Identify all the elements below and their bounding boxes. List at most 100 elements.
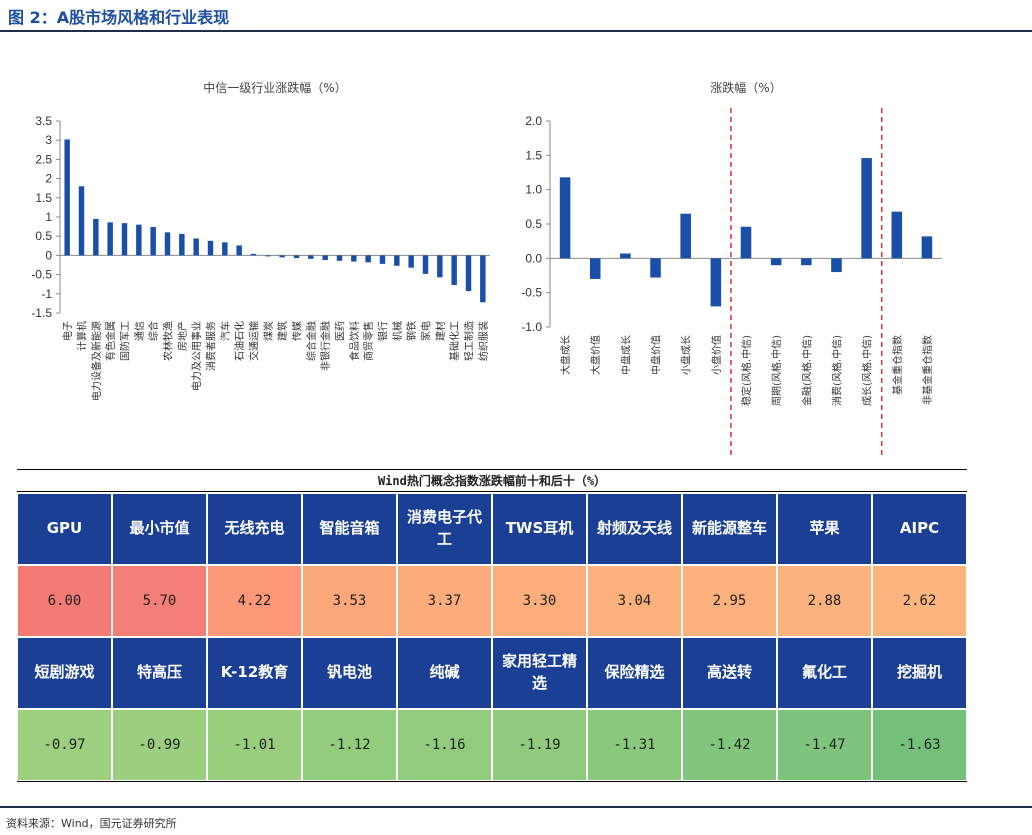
industry-bar-chart: 中信一级行业涨跌幅（%） 3.5 3 2.5 2 1.5 1 0.5 0 -0.5 -1 -1.5 电子… [31, 80, 490, 401]
style-bar-chart: 涨跌幅（%） 2.0 1.5 1.0 0.5 0.0 -0.5 -1.0 大盘成长 大盘价值 中盘成… [521, 80, 942, 458]
x-category-label: 周期(风格.中信) [770, 335, 783, 406]
bar [351, 255, 357, 262]
bar [265, 255, 271, 257]
concept-name-cell: 苹果 [777, 493, 872, 565]
y-tick-label: 2.5 [35, 152, 52, 166]
table-title: Wind热门概念指数涨跌幅前十和后十（%） [377, 474, 607, 488]
bar [365, 255, 371, 263]
x-category-label: 电力及公用事业 [190, 321, 203, 391]
concept-value-cell: 6.00 [17, 565, 112, 637]
bar [193, 238, 199, 256]
concept-name-cell: TWS耳机 [492, 493, 587, 565]
bar [107, 222, 113, 256]
x-category-label: 非基金重仓指数 [921, 335, 934, 405]
bar [422, 255, 429, 274]
y-tick-label: -0.5 [31, 268, 52, 282]
x-category-label: 国防军工 [119, 321, 132, 361]
bar [680, 213, 691, 259]
concept-name-cell: 短剧游戏 [17, 637, 112, 709]
y-tick-label: 3.5 [35, 114, 52, 128]
x-category-label: 有色金属 [104, 321, 117, 361]
x-category-label: 成长(风格.中信) [861, 335, 874, 406]
concept-name-cell: K-12教育 [207, 637, 302, 709]
y-tick-label: 1 [45, 210, 52, 224]
x-category-label: 建筑 [276, 321, 289, 341]
x-category-label: 钢铁 [405, 321, 418, 341]
bar [207, 240, 214, 256]
table-title-rule [17, 491, 967, 492]
concept-value-cell: 2.88 [777, 565, 872, 637]
concept-name-cell: 智能音箱 [302, 493, 397, 565]
x-category-label: 交通运输 [248, 321, 261, 361]
bar [150, 226, 156, 256]
x-category-label: 机械 [391, 321, 404, 341]
y-tick-label: -1 [41, 287, 52, 301]
bar [64, 139, 70, 256]
y-tick-label: 0.0 [525, 251, 542, 265]
concept-name-cell: 保险精选 [587, 637, 682, 709]
x-category-label: 传媒 [292, 321, 304, 341]
bar [394, 255, 400, 266]
source-note: 资料来源：Wind，国元证券研究所 [6, 817, 177, 830]
bar [379, 255, 386, 264]
y-tick-label: 3 [45, 133, 52, 147]
y-tick-label: 0.5 [35, 229, 52, 243]
concept-name-cell: GPU [17, 493, 112, 565]
concept-name-cell: 氟化工 [777, 637, 872, 709]
x-category-label: 医药 [335, 321, 347, 341]
concept-value-cell: 2.95 [682, 565, 777, 637]
concept-name-cell: 挖掘机 [872, 637, 967, 709]
concept-value-cell: -1.16 [397, 709, 492, 781]
x-category-label: 大盘成长 [559, 335, 572, 375]
x-category-label: 煤炭 [262, 321, 275, 341]
x-category-label: 中盘成长 [619, 335, 632, 375]
x-category-label: 银行 [377, 321, 390, 341]
bar [408, 255, 414, 268]
footer-rule [0, 806, 1032, 808]
bar [336, 255, 343, 261]
table-bottom-rule [17, 781, 967, 782]
x-category-label: 汽车 [219, 321, 232, 341]
y-tick-label: -0.5 [521, 286, 542, 300]
table-top-rule [17, 469, 967, 470]
bar [710, 258, 722, 307]
x-category-label: 金融(风格.中信) [800, 335, 813, 406]
x-category-label: 计算机 [76, 321, 89, 351]
x-category-label: 电力设备及新能源 [90, 321, 103, 401]
x-category-label: 综合 [147, 321, 160, 341]
concept-value-cell: 3.04 [587, 565, 682, 637]
x-category-label: 消费(风格.中信) [830, 335, 843, 406]
concept-value-cell: -0.97 [17, 709, 112, 781]
bar [293, 255, 300, 259]
bar [480, 255, 486, 303]
bar [740, 226, 752, 259]
concept-name-cell: 消费电子代工 [397, 493, 492, 565]
bar [222, 242, 228, 256]
bar [308, 255, 314, 259]
y-tick-label: 0.5 [525, 217, 542, 231]
concept-value-cell: 3.30 [492, 565, 587, 637]
bar [78, 186, 85, 256]
concept-name-cell: 钒电池 [302, 637, 397, 709]
bar [559, 177, 571, 259]
x-category-label: 农林牧渔 [162, 321, 175, 361]
x-category-label: 家电 [420, 321, 433, 341]
bar [164, 232, 171, 256]
concept-value-cell: -1.31 [587, 709, 682, 781]
concept-name-cell: 家用轻工精选 [492, 637, 587, 709]
bar [236, 245, 242, 256]
x-category-label: 基金重仓指数 [891, 335, 904, 395]
bar [93, 218, 99, 256]
concept-name-cell: 无线充电 [207, 493, 302, 565]
concept-value-cell: 2.62 [872, 565, 967, 637]
x-category-label: 轻工制造 [463, 321, 476, 361]
bar [650, 258, 661, 278]
chart-title: 中信一级行业涨跌幅（%） [203, 80, 346, 95]
bar [831, 258, 842, 273]
concept-value-cell: 3.37 [397, 565, 492, 637]
concept-name-cell: 特高压 [112, 637, 207, 709]
x-category-label: 石油石化 [233, 321, 246, 361]
y-tick-label: 2.0 [525, 114, 542, 128]
bar [589, 258, 601, 279]
concept-name-cell: 新能源整车 [682, 493, 777, 565]
